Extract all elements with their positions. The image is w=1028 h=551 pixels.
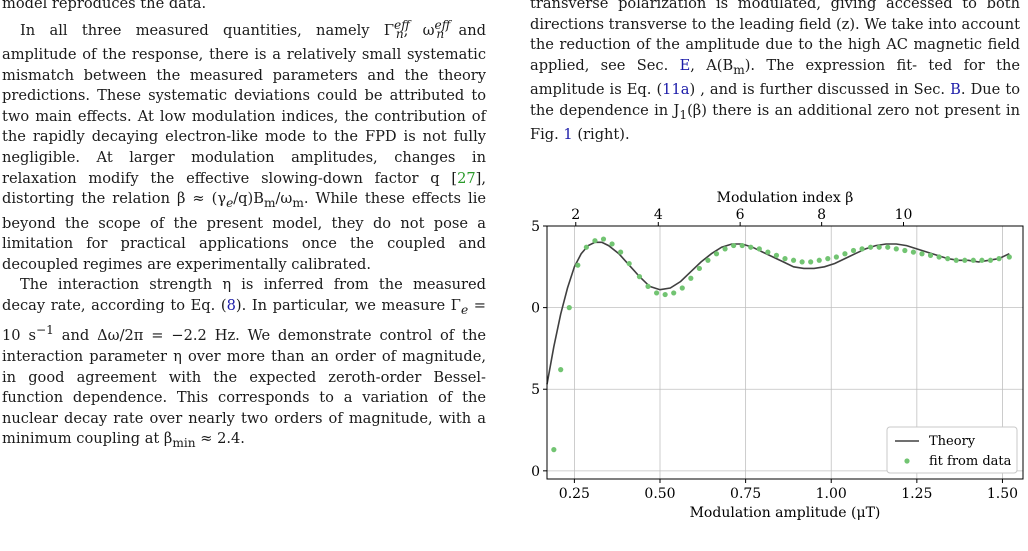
top-tick-label: 10 <box>895 207 913 223</box>
data-point <box>636 274 643 280</box>
series-layer <box>546 236 1012 453</box>
data-point <box>592 238 598 244</box>
data-point <box>551 447 557 453</box>
equation-link-11a[interactable]: 11a <box>662 81 690 99</box>
data-point <box>696 265 702 272</box>
data-point <box>816 257 822 263</box>
y-tick-label: 2.95 <box>530 219 540 235</box>
legend-box <box>886 426 1018 474</box>
data-point <box>583 244 589 250</box>
data-point <box>575 262 581 268</box>
data-point <box>893 246 899 252</box>
section-link-b[interactable]: B <box>950 81 961 99</box>
y-tick-label: 2.80 <box>530 464 540 480</box>
data-point <box>850 247 857 254</box>
right-text-column: transverse polarization is modulated, gi… <box>530 0 1020 146</box>
data-point <box>662 291 668 298</box>
data-point <box>833 254 839 260</box>
x-tick-label: 1.00 <box>816 486 847 502</box>
x-tick-label: 0.25 <box>559 486 590 502</box>
data-point <box>713 251 720 257</box>
top-tick-label: 8 <box>817 207 826 223</box>
data-point <box>910 249 917 255</box>
data-point <box>987 257 994 263</box>
paragraph-continuation: model reproduces the data. <box>2 0 207 12</box>
chart-svg: 0.25 0.50 0.75 1.00 1.25 1.50 2.80 2.85 2.90 2.95… <box>491 190 1024 521</box>
plot-frame <box>546 225 1024 480</box>
data-point <box>782 256 788 262</box>
paragraph-transverse-polarization: transverse polarization is modulated, gi… <box>530 0 1021 144</box>
figure-link-1[interactable]: 1 <box>563 126 573 144</box>
data-point <box>927 252 934 258</box>
data-point <box>765 249 771 255</box>
data-point <box>645 283 651 289</box>
data-point <box>970 257 976 263</box>
x-tick-label: 1.50 <box>987 486 1018 502</box>
data-point <box>859 246 865 252</box>
data-point <box>919 251 925 257</box>
equation-link[interactable]: 8 <box>226 296 236 314</box>
x-tick-label: 1.25 <box>901 486 932 502</box>
data-point <box>808 259 814 265</box>
theory-curve <box>546 241 1010 385</box>
data-point <box>558 367 564 373</box>
data-point <box>799 259 805 265</box>
x-tick-label: 0.50 <box>644 486 675 502</box>
data-point <box>876 244 882 250</box>
data-point <box>953 257 959 263</box>
x-tick-label: 0.75 <box>730 486 761 502</box>
data-point <box>936 254 942 260</box>
data-point <box>731 242 737 249</box>
data-point <box>609 241 615 247</box>
top-tick-label: 4 <box>654 207 663 223</box>
legend-theory-label: Theory <box>929 434 976 449</box>
data-point <box>566 305 572 311</box>
data-point <box>739 242 745 249</box>
legend: Theory fit from data <box>886 426 1018 474</box>
data-point <box>790 257 797 263</box>
data-point <box>825 256 831 262</box>
data-point <box>868 244 874 250</box>
data-point <box>671 290 677 296</box>
data-point <box>618 249 624 255</box>
data-point <box>756 246 762 252</box>
top-axis-label: Modulation index β <box>717 190 854 206</box>
legend-data-swatch <box>904 458 910 464</box>
paragraph-interaction-strength: The interaction strength η is inferred f… <box>2 276 486 451</box>
data-point <box>688 275 694 281</box>
data-point <box>885 244 891 250</box>
top-tick-label: 6 <box>736 207 745 223</box>
data-point <box>773 252 780 258</box>
data-point <box>945 256 951 262</box>
data-point <box>902 247 908 254</box>
frequency-vs-modulation-figure: 0.25 0.50 0.75 1.00 1.25 1.50 2.80 2.85 2.90 2.95… <box>491 182 1028 547</box>
y-tick-label: 2.85 <box>530 382 540 398</box>
data-point <box>842 251 848 257</box>
data-point <box>1006 254 1012 260</box>
citation-link[interactable]: 27 <box>457 169 476 187</box>
section-link-e[interactable]: E <box>679 56 691 74</box>
y-tick-label: 2.90 <box>530 301 540 317</box>
top-tick-label: 2 <box>571 207 580 223</box>
legend-data-label: fit from data <box>929 454 1012 469</box>
data-point <box>962 257 968 263</box>
data-point <box>996 256 1002 262</box>
data-point <box>600 236 607 242</box>
data-point <box>979 257 985 263</box>
left-text-column: model reproduces the data. In all three … <box>2 0 486 454</box>
data-point <box>679 285 685 291</box>
data-point <box>653 290 660 296</box>
data-point <box>626 260 632 267</box>
data-point <box>722 246 728 252</box>
x-axis-label: Modulation amplitude (μT) <box>690 505 881 521</box>
data-point <box>705 257 711 263</box>
paragraph-systematic-mismatch: In all three measured quantities, namely… <box>2 17 486 273</box>
data-point <box>748 244 754 250</box>
